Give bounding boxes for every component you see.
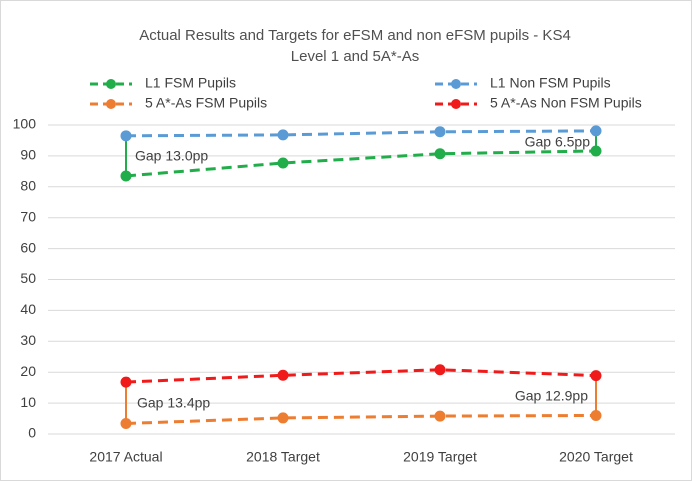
legend-label: L1 Non FSM Pupils [490, 75, 611, 91]
data-point [120, 130, 132, 142]
chart-title: Actual Results and Targets for eFSM and … [139, 27, 571, 44]
gap-annotation: Gap 13.4pp [137, 395, 210, 411]
chart-title: Level 1 and 5A*-As [291, 48, 419, 65]
data-point [277, 412, 289, 424]
series-line [125, 129, 597, 138]
y-tick-label: 30 [20, 332, 36, 348]
data-point [277, 129, 289, 141]
data-point [434, 410, 446, 422]
data-point [590, 370, 602, 382]
data-point [277, 369, 289, 381]
y-tick-label: 70 [20, 208, 36, 224]
y-tick-label: 10 [20, 394, 36, 410]
y-tick-label: 40 [20, 301, 36, 317]
data-point [590, 409, 602, 421]
legend-label: 5 A*-As FSM Pupils [145, 95, 267, 111]
legend-marker [106, 79, 116, 89]
data-point [120, 170, 132, 182]
data-point [120, 417, 132, 429]
data-point [434, 364, 446, 376]
data-point [277, 157, 289, 169]
y-tick-label: 80 [20, 178, 36, 194]
x-tick-label: 2019 Target [403, 449, 477, 465]
legend-label: 5 A*-As Non FSM Pupils [490, 95, 642, 111]
y-tick-label: 90 [20, 147, 36, 163]
gap-annotation: Gap 6.5pp [525, 134, 591, 150]
y-tick-label: 0 [28, 425, 36, 441]
gap-annotation: Gap 13.0pp [135, 148, 208, 164]
data-point [434, 126, 446, 138]
x-tick-label: 2018 Target [246, 449, 320, 465]
y-tick-label: 60 [20, 239, 36, 255]
series-line [125, 368, 597, 384]
legend-marker [106, 99, 116, 109]
legend-label: L1 FSM Pupils [145, 75, 236, 91]
series-line [125, 149, 597, 178]
legend-marker [451, 79, 461, 89]
data-point [120, 376, 132, 388]
gap-annotation: Gap 12.9pp [515, 388, 588, 404]
y-tick-label: 20 [20, 363, 36, 379]
legend-marker [451, 99, 461, 109]
y-tick-label: 100 [13, 116, 37, 132]
x-tick-label: 2017 Actual [89, 449, 162, 465]
series-line [125, 413, 597, 425]
x-tick-label: 2020 Target [559, 449, 633, 465]
data-point [434, 148, 446, 160]
data-point [590, 125, 602, 137]
data-point [590, 145, 602, 157]
y-tick-label: 50 [20, 270, 36, 286]
